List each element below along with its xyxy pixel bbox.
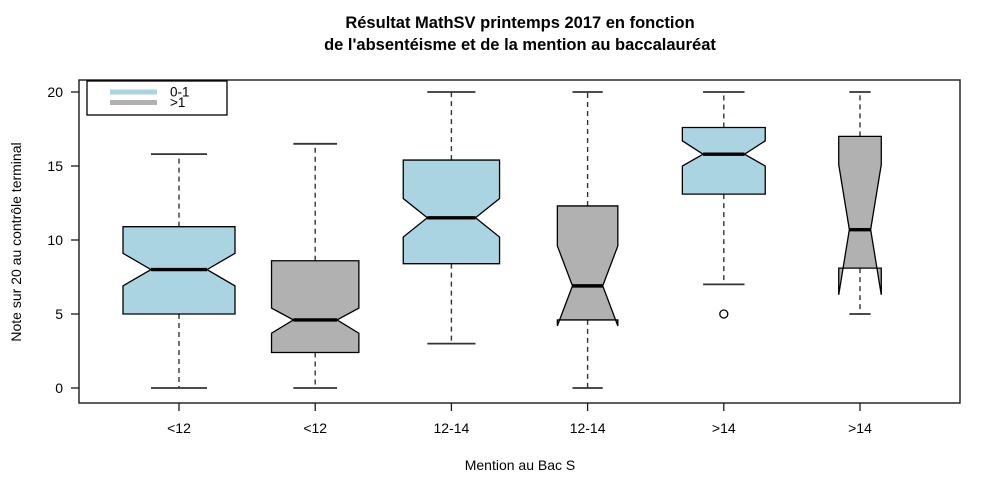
chart-title: Résultat MathSV printemps 2017 en foncti…	[40, 13, 1000, 56]
outlier-point	[719, 309, 729, 319]
y-tick-label: 10	[47, 232, 63, 248]
x-tick-label: 12-14	[570, 420, 606, 436]
chart-title-line1: Résultat MathSV printemps 2017 en foncti…	[345, 14, 695, 32]
box-polygon-6	[838, 135, 882, 295]
box-polygon-4	[556, 205, 619, 327]
x-tick-label: <12	[167, 420, 191, 436]
legend-label: 0-1	[170, 85, 190, 100]
box-polygon-2	[270, 260, 360, 354]
plot-frame	[78, 79, 961, 404]
y-tick-label: 5	[55, 306, 63, 322]
x-tick-label: <12	[303, 420, 327, 436]
y-tick-label: 0	[55, 380, 63, 396]
chart-title-line2: de l'absentéisme et de la mention au bac…	[324, 35, 716, 54]
box-polygon-3	[402, 159, 501, 265]
x-tick-label: >14	[848, 420, 872, 436]
x-tick-label: >14	[712, 420, 736, 436]
x-tick-label: 12-14	[433, 420, 469, 436]
x-axis-label: Mention au Bac S	[464, 457, 576, 473]
y-tick-label: 15	[47, 158, 63, 174]
legend-label: >1	[170, 95, 185, 110]
box-polygon-5	[681, 126, 766, 195]
legend-box	[86, 80, 228, 116]
y-axis-label: Note sur 20 au contrôle terminal	[8, 142, 24, 342]
y-tick-label: 20	[47, 84, 63, 100]
